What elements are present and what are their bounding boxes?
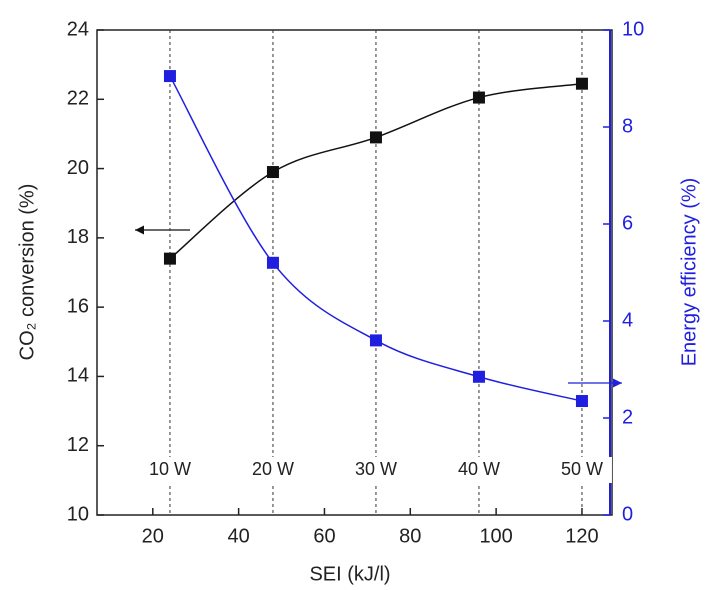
y-tick-label: 12: [67, 434, 89, 456]
y-axis-label: CO₂ conversion (%): [16, 184, 38, 361]
y-tick-label: 22: [67, 88, 89, 110]
annotation: 10 W: [149, 459, 191, 479]
annotation: 30 W: [355, 459, 397, 479]
annotation: 20 W: [252, 459, 294, 479]
y-tick-label: 20: [67, 157, 89, 179]
annotation-bg: [345, 457, 406, 483]
annotation: 50 W: [561, 459, 603, 479]
marker: [472, 370, 485, 383]
marker: [575, 395, 588, 408]
annotation-bg: [139, 457, 200, 483]
y-tick-label: 10: [67, 503, 89, 525]
annotation-bg: [448, 457, 509, 483]
x-tick-label: 20: [142, 525, 164, 547]
y-tick-label: 16: [67, 295, 89, 317]
y2-tick-label: 2: [622, 406, 633, 428]
annotation-bg: [242, 457, 303, 483]
y2-tick-label: 0: [622, 503, 633, 525]
marker: [266, 166, 279, 179]
y2-tick-label: 10: [622, 18, 644, 40]
marker: [369, 334, 382, 347]
annotation: 40 W: [458, 459, 500, 479]
y-tick-label: 18: [67, 226, 89, 248]
x-tick-label: 60: [313, 525, 335, 547]
plot-frame: [96, 29, 613, 516]
fit-curve: [169, 75, 583, 402]
x-tick-label: 120: [565, 525, 598, 547]
y2-axis-label: Energy efficiency (%): [678, 178, 700, 367]
y-tick-label: 14: [67, 365, 89, 387]
annotation-bg: [551, 457, 612, 483]
y2-tick-label: 4: [622, 309, 633, 331]
x-axis-label: SEI (kJ/l): [309, 563, 390, 585]
x-tick-label: 40: [228, 525, 250, 547]
x-tick-label: 80: [399, 525, 421, 547]
marker: [266, 256, 279, 269]
marker: [472, 91, 485, 104]
marker: [575, 77, 588, 90]
y2-tick-label: 6: [622, 212, 633, 234]
marker: [369, 131, 382, 144]
marker: [163, 70, 176, 83]
y2-tick-label: 8: [622, 115, 633, 137]
y-tick-label: 24: [67, 18, 89, 40]
x-tick-label: 100: [479, 525, 512, 547]
marker: [163, 252, 176, 265]
